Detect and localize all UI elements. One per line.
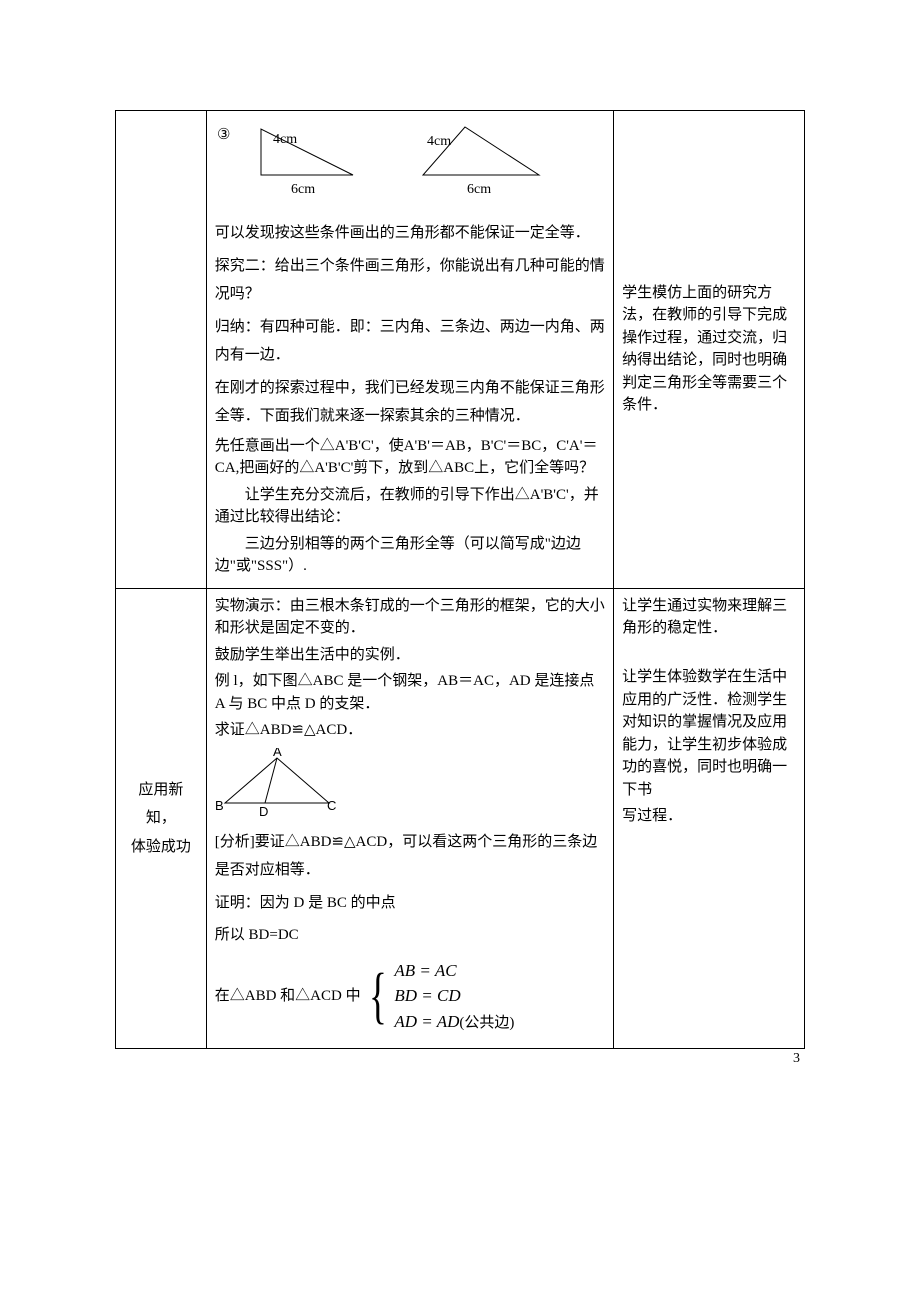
r2-p5: [分析]要证△ABD≌△ACD，可以看这两个三角形的三条边是否对应相等．: [215, 828, 605, 885]
left-label-1: 应用新知，: [138, 782, 183, 827]
r2-r2: 让学生体验数学在生活中应用的广泛性．检测学生对知识的掌握情况及应用能力，让学生初…: [622, 666, 796, 801]
marker-3: ③: [215, 121, 233, 150]
tri2-bottom: 6cm: [467, 182, 491, 197]
abc-triangle: A B C D: [215, 748, 605, 818]
eq1b: AC: [435, 961, 457, 980]
triangle-1-svg: 4cm 6cm: [233, 121, 373, 201]
r1-p3: 归纳：有四种可能．即：三内角、三条边、两边一内角、两内有一边．: [215, 313, 605, 370]
r2-p4: 求证△ABD≌△ACD．: [215, 719, 605, 742]
eq3b: AD: [437, 1012, 460, 1031]
page-number: 3: [793, 1051, 800, 1067]
r2-p7: 所以 BD=DC: [215, 921, 605, 950]
r1-p2: 探究二：给出三个条件画三角形，你能说出有几种可能的情况吗？: [215, 252, 605, 309]
lbl-C: C: [327, 798, 336, 813]
lbl-B: B: [215, 798, 224, 813]
r2-p2: 鼓励学生举出生活中的实例．: [215, 644, 605, 667]
tri1-bottom: 6cm: [291, 182, 315, 197]
left-brace: {: [369, 967, 387, 1025]
tri2-top: 4cm: [427, 134, 451, 149]
eq3a: AD: [394, 1012, 417, 1031]
lbl-D: D: [259, 804, 268, 818]
r1-p6: 让学生充分交流后，在教师的引导下作出△A'B'C'，并通过比较得出结论：: [215, 484, 605, 529]
eq1a: AB: [394, 961, 415, 980]
cell-right-1: 学生模仿上面的研究方法，在教师的引导下完成操作过程，通过交流，归纳得出结论，同时…: [614, 111, 805, 589]
r1-p7: 三边分别相等的两个三角形全等（可以简写成"边边边"或"SSS"）.: [215, 533, 605, 578]
content-table: ③ 4cm 6cm 4cm 6cm 可以发现按这些条件画出的三角形都不能保证一定…: [115, 110, 805, 1049]
lbl-A: A: [273, 748, 282, 759]
r2-r1: 让学生通过实物来理解三角形的稳定性．: [622, 595, 796, 640]
eq3note: (公共边): [459, 1015, 514, 1031]
math-pre: 在△ABD 和△ACD 中: [215, 982, 361, 1011]
r2-p6: 证明：因为 D 是 BC 的中点: [215, 889, 605, 918]
cell-right-2: 让学生通过实物来理解三角形的稳定性． 让学生体验数学在生活中应用的广泛性．检测学…: [614, 588, 805, 1049]
triangle-2-svg: 4cm 6cm: [413, 121, 563, 201]
r1-p1: 可以发现按这些条件画出的三角形都不能保证一定全等．: [215, 219, 605, 248]
left-label-2: 体验成功: [131, 839, 191, 855]
cell-left-2: 应用新知， 体验成功: [116, 588, 207, 1049]
r1-right: 学生模仿上面的研究方法，在教师的引导下完成操作过程，通过交流，归纳得出结论，同时…: [622, 282, 796, 417]
r2-r3: 写过程．: [622, 805, 796, 828]
cell-mid-2: 实物演示：由三根木条钉成的一个三角形的框架，它的大小和形状是固定不变的． 鼓励学…: [206, 588, 613, 1049]
math-cases: 在△ABD 和△ACD 中 { AB = AC BD = CD AD = AD(…: [215, 958, 605, 1035]
r2-p1: 实物演示：由三根木条钉成的一个三角形的框架，它的大小和形状是固定不变的．: [215, 595, 605, 640]
eq2b: CD: [437, 986, 461, 1005]
cell-left-1: [116, 111, 207, 589]
cell-mid-1: ③ 4cm 6cm 4cm 6cm 可以发现按这些条件画出的三角形都不能保证一定…: [206, 111, 613, 589]
r1-p4: 在刚才的探索过程中，我们已经发现三内角不能保证三角形全等．下面我们就来逐一探索其…: [215, 374, 605, 431]
tri1-top: 4cm: [273, 132, 297, 147]
r2-p3: 例 l，如下图△ABC 是一个钢架，AB＝AC，AD 是连接点 A 与 BC 中…: [215, 670, 605, 715]
eq2a: BD: [394, 986, 417, 1005]
r1-p5: 先任意画出一个△A'B'C'，使A'B'＝AB，B'C'＝BC，C'A'＝CA,…: [215, 435, 605, 480]
triangle-diagrams: ③ 4cm 6cm 4cm 6cm: [215, 121, 605, 201]
